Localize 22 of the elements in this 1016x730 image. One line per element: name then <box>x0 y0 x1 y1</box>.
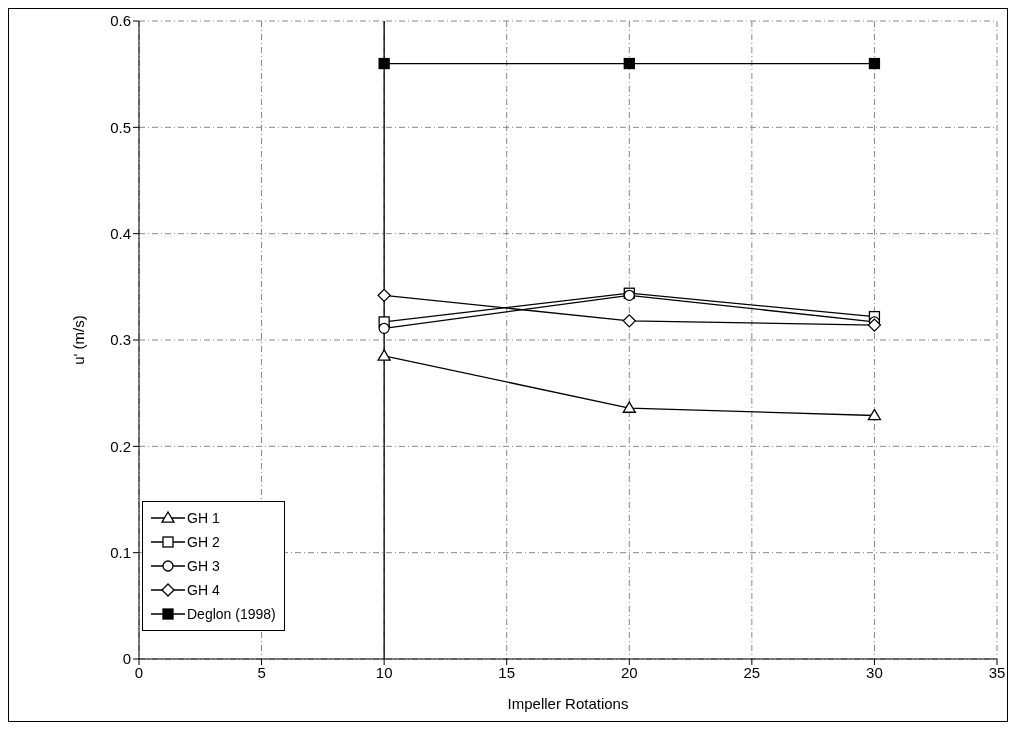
y-tick-label: 0.2 <box>110 437 131 455</box>
x-tick-label: 15 <box>498 663 516 681</box>
x-tick-label: 5 <box>257 663 266 681</box>
y-tick-label: 0 <box>122 650 131 668</box>
y-tick-label: 0.6 <box>110 12 131 30</box>
x-tick-label: 20 <box>620 663 638 681</box>
x-tick-label: 0 <box>134 663 144 681</box>
legend-label: GH 3 <box>187 558 220 574</box>
legend-label: GH 4 <box>187 582 220 598</box>
y-axis-title: u' (m/s) <box>70 315 88 365</box>
y-tick-label: 0.5 <box>110 118 131 136</box>
legend-label: GH 1 <box>187 510 220 526</box>
x-tick-label: 10 <box>375 663 393 681</box>
x-tick-label: 35 <box>988 663 1006 681</box>
legend-label: GH 2 <box>187 534 220 550</box>
y-tick-label: 0.3 <box>110 331 131 349</box>
x-tick-label: 25 <box>743 663 761 681</box>
y-tick-label: 0.4 <box>110 224 131 242</box>
y-tick-label: 0.1 <box>110 543 131 561</box>
legend-label: Deglon (1998) <box>187 606 276 622</box>
x-tick-label: 30 <box>866 663 883 681</box>
x-axis-title: Impeller Rotations <box>507 695 629 712</box>
